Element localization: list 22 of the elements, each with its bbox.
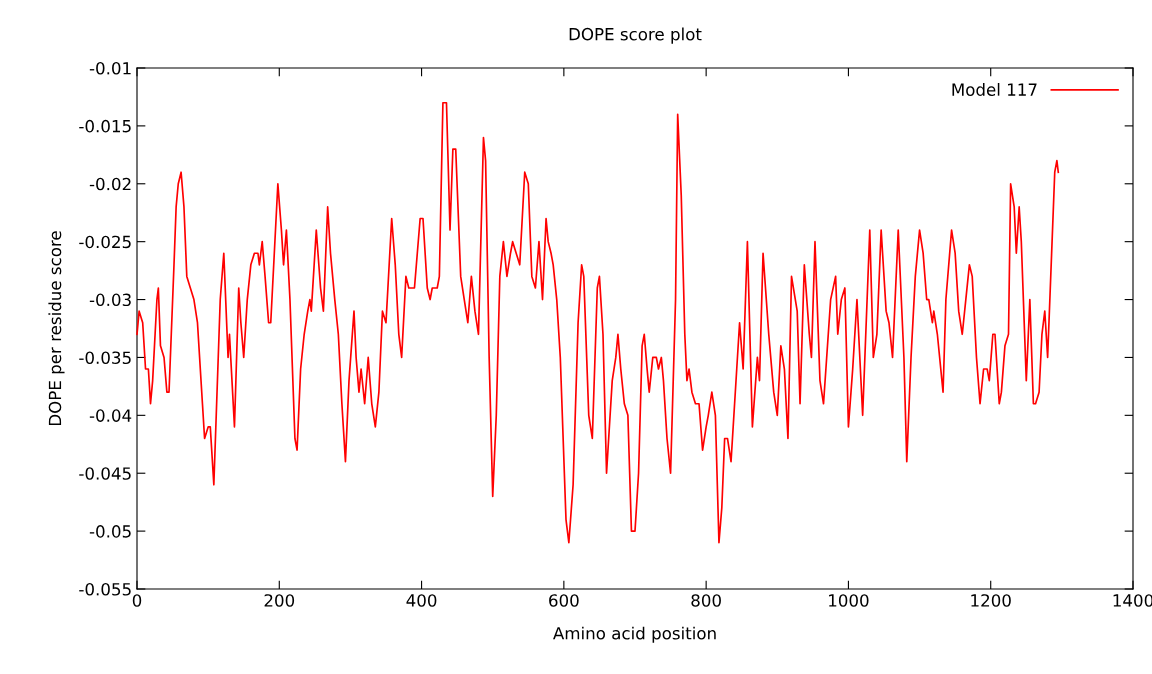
- y-tick-label: -0.02: [89, 177, 131, 191]
- x-tick-label: 1200: [971, 594, 1011, 607]
- x-tick-label: 400: [406, 594, 437, 607]
- legend-label: Model 117: [952, 83, 1037, 96]
- x-tick-label: 200: [264, 594, 295, 607]
- x-axis-title: Amino acid position: [553, 626, 716, 643]
- x-tick-label: 800: [691, 594, 721, 607]
- y-tick-label: -0.035: [79, 351, 131, 365]
- chart-title: DOPE score plot: [569, 27, 702, 44]
- y-tick-label: -0.04: [89, 409, 132, 422]
- y-tick-label: -0.025: [79, 235, 131, 249]
- y-tick-label: -0.01: [89, 61, 131, 75]
- y-tick-label: -0.05: [89, 525, 131, 538]
- y-tick-label: -0.055: [79, 582, 131, 596]
- line-series: [136, 101, 1060, 544]
- x-tick-label: 1000: [829, 594, 869, 607]
- y-tick-label: -0.015: [79, 119, 131, 133]
- y-tick-label: -0.03: [89, 293, 131, 307]
- y-axis-title: DOPE per residue score: [48, 231, 65, 426]
- x-tick-label: 0: [132, 594, 142, 607]
- x-tick-label: 600: [549, 594, 579, 607]
- y-tick-label: -0.045: [79, 467, 131, 480]
